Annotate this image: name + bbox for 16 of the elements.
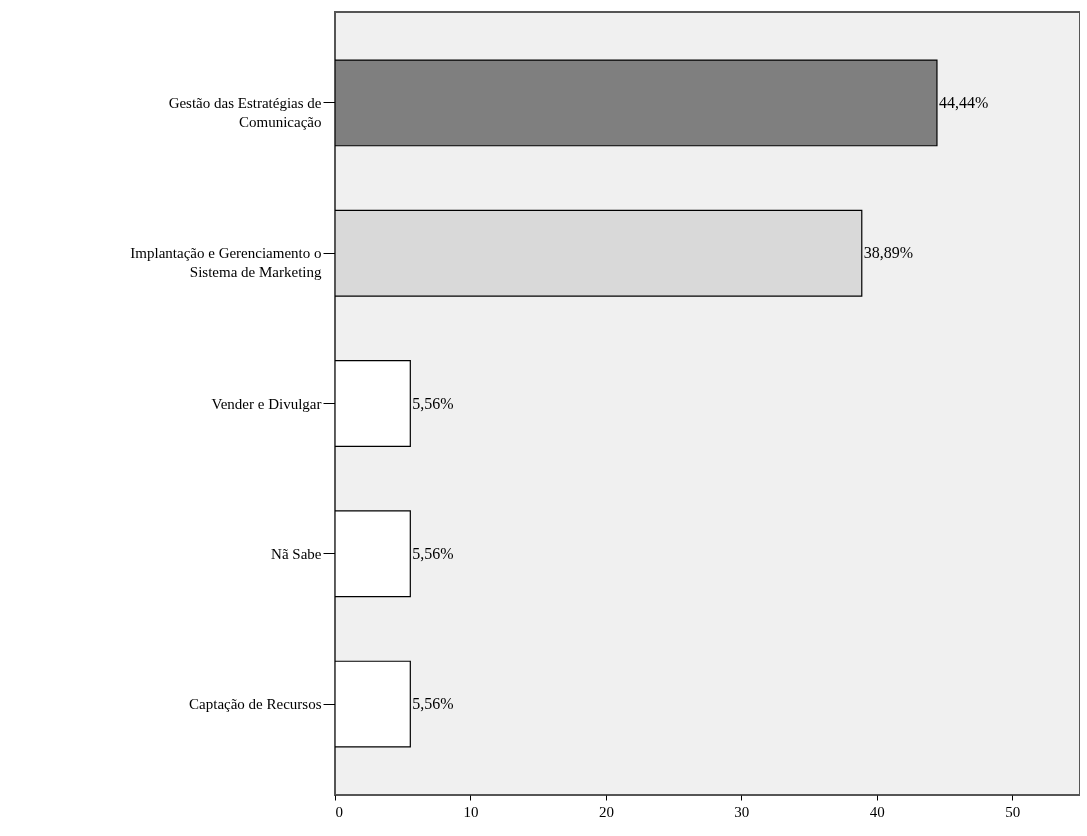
x-tick-label: 10 <box>463 803 479 820</box>
y-tick-label: Nã Sabe <box>271 545 322 562</box>
data-label: 38,89% <box>863 244 914 262</box>
x-tick-label: 50 <box>1005 803 1021 820</box>
data-label: 44,44% <box>938 93 989 111</box>
y-tick-label: Gestão das Estratégias de Comunicação <box>168 94 322 130</box>
x-tick-label: 20 <box>598 803 614 820</box>
x-tick-label: 0 <box>335 803 343 820</box>
y-tick-label: Vender e Divulgar <box>211 395 322 412</box>
y-tick-label: Implantação e Gerenciamento o Sistema de Marketing <box>130 245 322 281</box>
data-label: 5,56% <box>412 695 454 713</box>
x-tick-label: 30 <box>734 803 750 820</box>
data-label: 5,56% <box>412 544 454 562</box>
y-tick-label: Captação de Recursos <box>189 696 322 713</box>
data-label: 5,56% <box>412 394 454 412</box>
x-tick-label: 40 <box>869 803 885 820</box>
